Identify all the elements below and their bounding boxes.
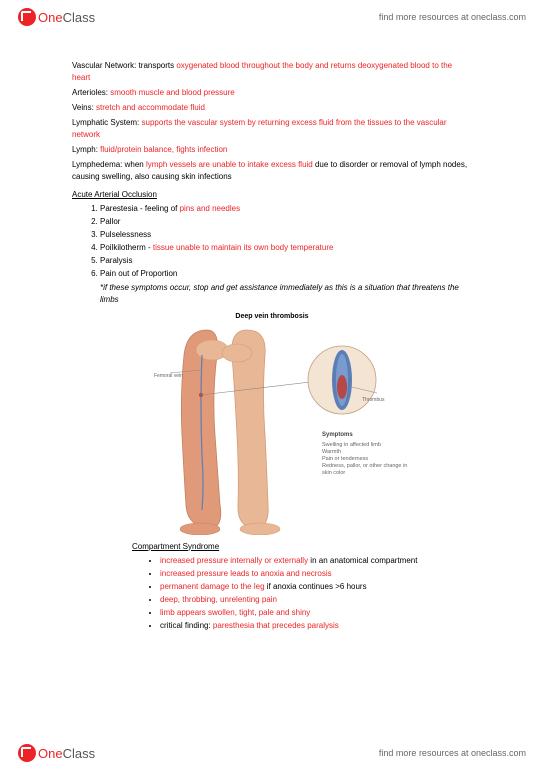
veins-red: stretch and accommodate fluid [96, 103, 205, 112]
occlusion-list: Parestesia - feeling of pins and needles… [100, 203, 472, 280]
def-lymphedema: Lymphedema: when lymph vessels are unabl… [72, 159, 472, 183]
item-red: tissue unable to maintain its own body t… [153, 243, 334, 252]
logo-one: One [38, 10, 63, 25]
item-label: Paralysis [100, 256, 132, 265]
item-label: Pain out of Proportion [100, 269, 177, 278]
list-item: increased pressure internally or externa… [160, 555, 472, 567]
bullet-red: increased pressure leads to anoxia and n… [160, 569, 332, 578]
brand-logo: OneClass [18, 744, 95, 762]
veins-label: Veins: [72, 103, 96, 112]
list-item: Paralysis [100, 255, 472, 267]
bullet-post: if anoxia continues >6 hours [265, 582, 367, 591]
logo-icon [18, 744, 36, 762]
bullet-post: in an anatomical compartment [308, 556, 417, 565]
vascular-pre: transports [136, 61, 176, 70]
compartment-heading: Compartment Syndrome [132, 541, 472, 553]
item-label: Pallor [100, 217, 120, 226]
compartment-list: increased pressure internally or externa… [160, 555, 472, 632]
logo-text: OneClass [38, 10, 95, 25]
bullet-pre: critical finding: [160, 621, 213, 630]
list-item: deep, throbbing, unrelenting pain [160, 594, 472, 606]
lymph-label: Lymph: [72, 145, 100, 154]
item-red: pins and needles [180, 204, 241, 213]
vascular-label: Vascular Network: [72, 61, 136, 70]
legs-illustration: Femoral vein Thrombus [152, 325, 392, 535]
dvt-figure: Deep vein thrombosis Femoral vein [142, 312, 402, 535]
arterioles-red: smooth muscle and blood pressure [110, 88, 235, 97]
brand-logo: OneClass [18, 8, 95, 26]
arterioles-label: Arterioles: [72, 88, 110, 97]
list-item: Pain out of Proportion [100, 268, 472, 280]
list-item: Poilkilotherm - tissue unable to maintai… [100, 242, 472, 254]
symptoms-box: Symptoms Swelling in affected limb Warmt… [322, 432, 412, 478]
header-tagline: find more resources at oneclass.com [379, 12, 526, 22]
logo-one: One [38, 746, 63, 761]
def-veins: Veins: stretch and accommodate fluid [72, 102, 472, 114]
def-vascular: Vascular Network: transports oxygenated … [72, 60, 472, 84]
page-header: OneClass find more resources at oneclass… [0, 0, 544, 34]
logo-class: Class [63, 746, 96, 761]
occlusion-heading: Acute Arterial Occlusion [72, 189, 472, 201]
item-label: Pulselessness [100, 230, 151, 239]
list-item: Pallor [100, 216, 472, 228]
lymph-red: fluid/protein balance, fights infection [100, 145, 227, 154]
logo-icon [18, 8, 36, 26]
list-item: Pulselessness [100, 229, 472, 241]
bullet-red: permanent damage to the leg [160, 582, 265, 591]
def-lymph: Lymph: fluid/protein balance, fights inf… [72, 144, 472, 156]
list-item: limb appears swollen, tight, pale and sh… [160, 607, 472, 619]
lymphedema-label: Lymphedema: [72, 160, 125, 169]
logo-class: Class [63, 10, 96, 25]
bullet-red: paresthesia that precedes paralysis [213, 621, 339, 630]
list-item: critical finding: paresthesia that prece… [160, 620, 472, 632]
footer-tagline: find more resources at oneclass.com [379, 748, 526, 758]
symptom-item: Pain or tenderness [322, 456, 412, 463]
list-item: increased pressure leads to anoxia and n… [160, 568, 472, 580]
def-lymphatic: Lymphatic System: supports the vascular … [72, 117, 472, 141]
document-content: Vascular Network: transports oxygenated … [72, 60, 472, 633]
lymphedema-pre: when [125, 160, 146, 169]
list-item: Parestesia - feeling of pins and needles [100, 203, 472, 215]
label-femoral: Femoral vein [154, 373, 183, 379]
occlusion-note: *if these symptoms occur, stop and get a… [100, 282, 472, 306]
def-arterioles: Arterioles: smooth muscle and blood pres… [72, 87, 472, 99]
lymphatic-label: Lymphatic System: [72, 118, 142, 127]
item-label: Parestesia - feeling of [100, 204, 180, 213]
list-item: permanent damage to the leg if anoxia co… [160, 581, 472, 593]
symptom-item: Swelling in affected limb [322, 442, 412, 449]
bullet-red: deep, throbbing, unrelenting pain [160, 595, 277, 604]
bullet-red: limb appears swollen, tight, pale and sh… [160, 608, 310, 617]
page-footer: OneClass find more resources at oneclass… [0, 736, 544, 770]
label-thrombus: Thrombus [362, 397, 385, 403]
symptom-item: Redness, pallor, or other change in skin… [322, 463, 412, 477]
figure-title: Deep vein thrombosis [142, 312, 402, 323]
symptoms-title: Symptoms [322, 432, 412, 440]
item-label: Poilkilotherm - [100, 243, 153, 252]
bullet-red: increased pressure internally or externa… [160, 556, 308, 565]
logo-text: OneClass [38, 746, 95, 761]
symptom-item: Warmth [322, 449, 412, 456]
compartment-section: Compartment Syndrome increased pressure … [132, 541, 472, 632]
lymphedema-red: lymph vessels are unable to intake exces… [146, 160, 313, 169]
